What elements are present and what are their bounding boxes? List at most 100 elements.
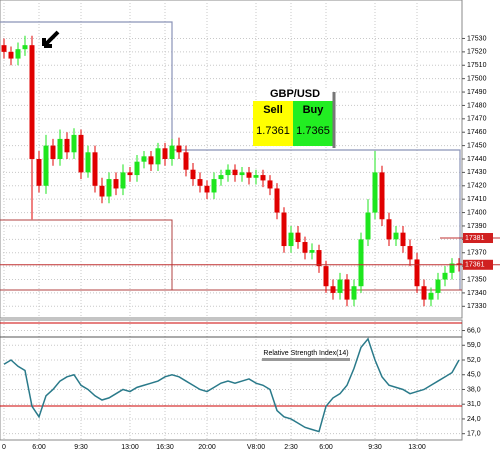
y-tick-label: 17390	[467, 223, 487, 230]
y-tick-label: 17480	[467, 102, 487, 109]
candle-body	[400, 232, 406, 247]
pair-label: GBP/USD	[270, 88, 320, 100]
buy-label[interactable]: Buy	[303, 104, 325, 116]
y-tick-label: 17,0	[467, 431, 481, 438]
candle-body	[295, 232, 301, 243]
candle-body	[351, 286, 357, 300]
candle-body	[71, 134, 77, 153]
price-tag-label: 17381	[465, 235, 485, 242]
candle-body	[22, 45, 28, 50]
rsi-panel	[0, 319, 463, 441]
y-tick-label: 17500	[467, 75, 487, 82]
y-tick-label: 17350	[467, 276, 487, 283]
rsi-line	[3, 337, 460, 433]
candle-body	[57, 138, 63, 159]
candle-body	[421, 286, 427, 300]
sell-label[interactable]: Sell	[263, 104, 283, 116]
candle-body	[176, 145, 182, 153]
candle-body	[92, 152, 98, 186]
y-tick-label: 17440	[467, 156, 487, 163]
candle-body	[428, 292, 434, 300]
y-tick-label: 17490	[467, 89, 487, 96]
y-tick-label: 17450	[467, 142, 487, 149]
candle-body	[106, 179, 112, 197]
y-tick-label: 17340	[467, 290, 487, 297]
y-tick-label: 17460	[467, 129, 487, 136]
y-tick-label: 31,0	[467, 401, 481, 408]
y-tick-label: 17510	[467, 62, 487, 69]
candle-body	[316, 250, 322, 267]
arrow-icon	[42, 30, 60, 48]
candle-body	[43, 145, 49, 186]
candle-body	[113, 179, 119, 189]
candle-body	[50, 145, 56, 159]
rsi-title-bar	[262, 358, 350, 361]
candle-body	[120, 172, 126, 189]
candle-body	[323, 266, 329, 287]
candle-body	[134, 161, 140, 176]
x-tick-label: 9:30	[368, 444, 382, 451]
candle-body	[15, 49, 21, 59]
candle-body	[211, 179, 217, 193]
candle-body	[393, 232, 399, 240]
candle-body	[190, 169, 196, 180]
x-tick-label: 13:00	[121, 444, 139, 451]
candle-body	[414, 259, 420, 287]
price-tag-label: 17361	[465, 262, 485, 269]
candle-body	[141, 156, 147, 162]
y-tick-label: 59,0	[467, 342, 481, 349]
candle-body	[197, 179, 203, 186]
candle-body	[183, 152, 189, 170]
x-tick-label: 9:30	[74, 444, 88, 451]
y-tick-label: 45,0	[467, 372, 481, 379]
candle-body	[358, 239, 364, 287]
candle-body	[204, 185, 210, 193]
candle-body	[1, 45, 7, 52]
candle-body	[8, 51, 14, 59]
candle-body	[442, 272, 448, 280]
y-tick-label: 38,0	[467, 386, 481, 393]
candle-body	[127, 172, 133, 176]
candle-body	[239, 172, 245, 176]
candle-body	[274, 188, 280, 213]
x-tick-label: 6:00	[319, 444, 333, 451]
candle-body	[449, 263, 455, 273]
buy-price[interactable]: 1.7365	[296, 125, 330, 137]
x-tick-label: 6:00	[32, 444, 46, 451]
buy-box[interactable]	[293, 101, 333, 146]
candle-body	[246, 172, 252, 178]
candle-body	[155, 148, 161, 165]
candle-body	[169, 145, 175, 159]
y-tick-label: 17430	[467, 169, 487, 176]
candle-body	[302, 242, 308, 253]
candle-body	[407, 246, 413, 260]
candle-body	[379, 172, 385, 220]
candle-body	[232, 169, 238, 176]
x-tick-label: 13:00	[408, 444, 426, 451]
y-tick-label: 17470	[467, 116, 487, 123]
y-tick-label: 17330	[467, 303, 487, 310]
candle-body	[162, 148, 168, 159]
candle-body	[253, 175, 259, 178]
candle-body	[330, 286, 336, 293]
candle-body	[78, 134, 84, 173]
quote-widget: GBP/USD Sell Buy 1.7361 1.7365	[253, 88, 336, 148]
widget-header	[257, 88, 331, 100]
candle-body	[64, 138, 70, 153]
price-tag	[463, 233, 493, 244]
y-tick-label: 17420	[467, 183, 487, 190]
candle-body	[29, 45, 35, 159]
sell-price[interactable]: 1.7361	[256, 125, 290, 137]
candle-body	[288, 232, 294, 247]
sell-box[interactable]	[253, 101, 293, 146]
candle-body	[99, 185, 105, 197]
candle-body	[337, 279, 343, 293]
candle-body	[36, 159, 42, 186]
x-tick-label: 2:30	[284, 444, 298, 451]
y-tick-label: 17400	[467, 209, 487, 216]
candle-body	[218, 175, 224, 180]
candle-body	[372, 172, 378, 213]
y-tick-label: 17530	[467, 35, 487, 42]
y-tick-label: 66,0	[467, 327, 481, 334]
